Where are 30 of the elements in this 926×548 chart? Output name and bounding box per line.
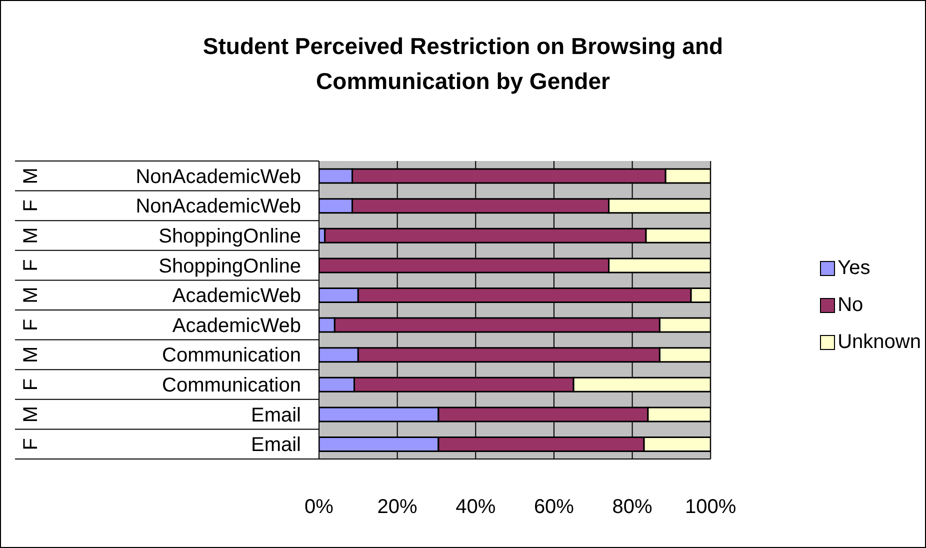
text: F <box>20 438 42 450</box>
y-tick-label: Email <box>250 404 301 426</box>
y-tick-label: Communication <box>162 344 301 367</box>
y-tick-label: AcademicWeb <box>172 285 301 308</box>
x-tick-label: 80% <box>612 496 653 518</box>
text: M <box>20 227 42 244</box>
x-tick-label: 60% <box>534 496 574 518</box>
legend-label: No <box>838 294 864 317</box>
y-tick-label: Email <box>250 434 301 456</box>
y-tick-label: ShoppingOnline <box>158 255 301 278</box>
text: M <box>20 286 42 304</box>
x-tick-label: 40% <box>456 496 496 518</box>
legend-label: Yes <box>838 257 870 280</box>
chart-title: Student Perceived Restriction on Browsing and Communication by Gender <box>202 32 724 96</box>
text: F <box>20 378 42 391</box>
x-tick-label: 100% <box>685 496 736 518</box>
x-tick-label: 0% <box>304 496 334 518</box>
y-tick-label: ShoppingOnline <box>158 226 301 248</box>
legend-label: Unknown <box>838 331 921 354</box>
y-tick-label: NonAcademicWeb <box>136 166 301 188</box>
text: F <box>20 200 42 212</box>
text: M <box>20 346 42 364</box>
text: F <box>20 318 42 332</box>
y-tick-label: Communication <box>162 374 301 396</box>
text: M <box>20 168 42 184</box>
x-tick-label: 20% <box>377 496 418 518</box>
text: F <box>20 259 42 272</box>
y-tick-label: AcademicWeb <box>172 314 301 337</box>
text: M <box>20 406 42 423</box>
y-tick-label: NonAcademicWeb <box>136 196 301 218</box>
